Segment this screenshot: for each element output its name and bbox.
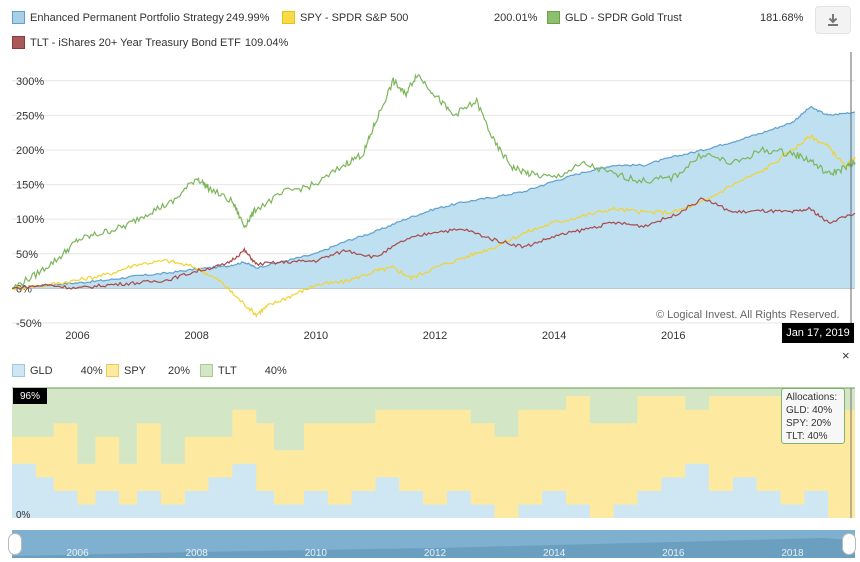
x-tick-label: 2016 bbox=[661, 330, 685, 342]
navigator-tick-label: 2006 bbox=[66, 548, 89, 559]
navigator-right-handle[interactable] bbox=[842, 533, 856, 555]
legend-value-spy: 200.01% bbox=[494, 12, 538, 24]
navigator-left-handle[interactable] bbox=[8, 533, 22, 555]
y-tick-label: 50% bbox=[16, 249, 38, 261]
main-chart[interactable]: 300%250%200%150%100%50%0%-50%2006 2008 201… bbox=[0, 0, 860, 345]
navigator-tick-label: 2014 bbox=[543, 548, 566, 559]
navigator-tick-label: 2016 bbox=[662, 548, 685, 559]
copyright-note: © Logical Invest. All Rights Reserved. bbox=[656, 309, 840, 321]
tooltip-line: SPY: 20% bbox=[786, 418, 832, 429]
x-tick-label: 2010 bbox=[304, 330, 328, 342]
allocation-chart[interactable] bbox=[0, 385, 860, 525]
series-line-tlt bbox=[11, 197, 856, 290]
alloc-legend-label: SPY bbox=[124, 364, 147, 377]
alloc-legend-label: TLT bbox=[218, 364, 237, 377]
tooltip-line: TLT: 40% bbox=[786, 431, 828, 442]
download-icon bbox=[828, 14, 838, 26]
y-tick-label: 250% bbox=[16, 110, 44, 122]
legend-swatch bbox=[106, 364, 119, 377]
legend-swatch bbox=[12, 36, 25, 49]
legend-value-strategy: 249.99% bbox=[226, 12, 270, 24]
legend-item-spy[interactable]: SPY - SPDR S&P 500 bbox=[282, 11, 408, 24]
alloc-legend-spy[interactable]: SPY 20% bbox=[106, 364, 190, 377]
alloc-legend-weight: 20% bbox=[168, 364, 191, 377]
alloc-legend-gld[interactable]: GLD 40% bbox=[12, 364, 103, 377]
legend-item-tlt[interactable]: TLT - iShares 20+ Year Treasury Bond ETF… bbox=[12, 36, 288, 49]
legend-label: SPY - SPDR S&P 500 bbox=[300, 11, 409, 24]
y-tick-label: 300% bbox=[16, 76, 44, 88]
alloc-legend-weight: 40% bbox=[80, 364, 103, 377]
alloc-legend-weight: 40% bbox=[264, 364, 287, 377]
navigator-series bbox=[12, 538, 855, 558]
alloc-area-gld bbox=[12, 463, 855, 518]
y-tick-label: 100% bbox=[16, 214, 44, 226]
tooltip-title: Allocations: bbox=[786, 392, 838, 403]
y-tick-label: -50% bbox=[16, 318, 42, 330]
legend-value-tlt: 109.04% bbox=[244, 36, 289, 49]
x-tick-label: 2012 bbox=[423, 330, 447, 342]
tooltip-line: GLD: 40% bbox=[786, 405, 833, 416]
alloc-bottom-label: 0% bbox=[16, 510, 31, 521]
legend-swatch bbox=[200, 364, 213, 377]
legend-value-gld: 181.68% bbox=[760, 12, 804, 24]
series-line-spy bbox=[11, 133, 856, 318]
legend-item-gld[interactable]: GLD - SPDR Gold Trust bbox=[547, 11, 682, 24]
download-button[interactable] bbox=[815, 6, 851, 34]
navigator-tick-label: 2010 bbox=[305, 548, 328, 559]
navigator[interactable]: 2006 2008 2010 2012 2014 2016 2018 bbox=[0, 528, 860, 560]
navigator-tick-label: 2008 bbox=[186, 548, 209, 559]
legend-swatch bbox=[282, 11, 295, 24]
allocation-tooltip: Allocations: GLD: 40% SPY: 20% TLT: 40% bbox=[781, 388, 845, 444]
series-line-enhanced bbox=[11, 106, 856, 290]
series-area-strategy bbox=[12, 106, 855, 289]
alloc-top-label: 96% bbox=[13, 388, 47, 404]
legend-label: TLT - iShares 20+ Year Treasury Bond ETF bbox=[30, 36, 241, 49]
legend-label: GLD - SPDR Gold Trust bbox=[565, 11, 682, 24]
legend-swatch bbox=[12, 364, 25, 377]
y-tick-label: 150% bbox=[16, 180, 44, 192]
x-tick-label: 2008 bbox=[184, 330, 208, 342]
legend-swatch bbox=[547, 11, 560, 24]
x-tick-label: 2006 bbox=[65, 330, 89, 342]
navigator-tick-label: 2018 bbox=[781, 548, 804, 559]
series-line-gld bbox=[12, 73, 856, 289]
alloc-legend-label: GLD bbox=[30, 364, 53, 377]
navigator-tick-label: 2012 bbox=[424, 548, 447, 559]
legend-swatch bbox=[12, 11, 25, 24]
hover-date-badge: Jan 17, 2019 bbox=[782, 323, 854, 343]
close-icon[interactable]: × bbox=[842, 348, 850, 363]
legend-label: Enhanced Permanent Portfolio Strategy bbox=[30, 11, 224, 24]
alloc-legend-tlt[interactable]: TLT 40% bbox=[200, 364, 287, 377]
x-tick-label: 2014 bbox=[542, 330, 566, 342]
legend-item-strategy[interactable]: Enhanced Permanent Portfolio Strategy bbox=[12, 11, 224, 24]
y-tick-label: 200% bbox=[16, 145, 44, 157]
